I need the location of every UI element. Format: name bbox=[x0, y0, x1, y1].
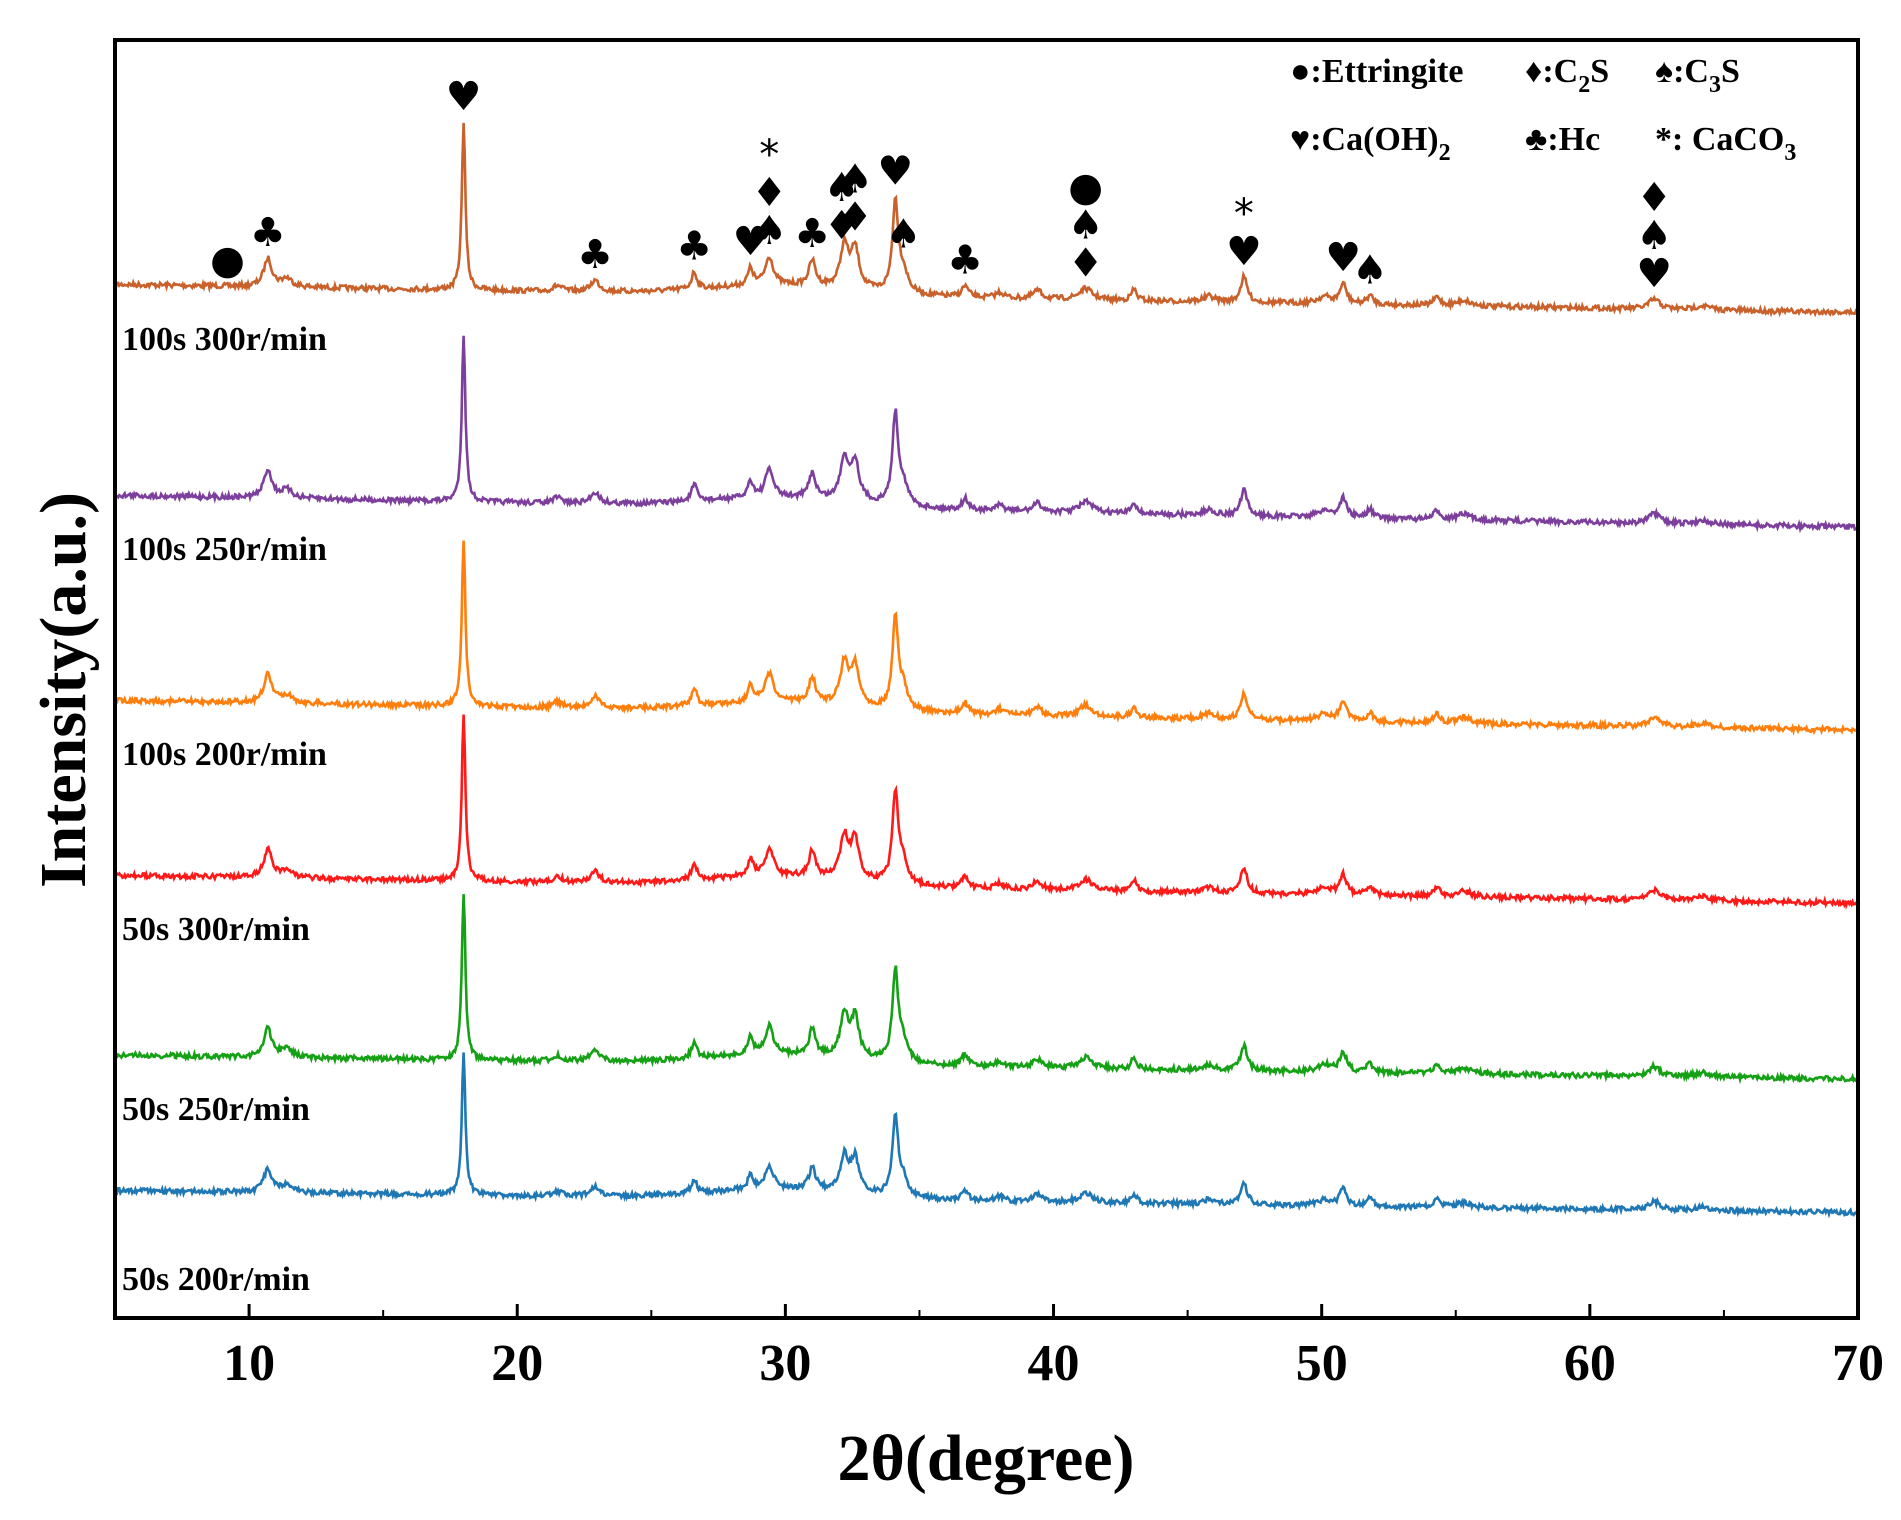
peak-annotation: *♦♠ bbox=[751, 132, 787, 254]
peak-marker: ♥ bbox=[1636, 251, 1672, 297]
peak-marker: ♠ bbox=[824, 165, 860, 211]
peak-marker: ♣ bbox=[577, 232, 613, 278]
legend-entry: ♦:C2S bbox=[1525, 53, 1609, 98]
peak-annotation: ♠ bbox=[1352, 247, 1388, 293]
peak-marker: ♠ bbox=[1636, 213, 1672, 259]
peak-marker: ● bbox=[1068, 164, 1103, 210]
peak-annotation: ♥ bbox=[1325, 235, 1361, 281]
legend-entry: ♥:Ca(OH)2 bbox=[1290, 121, 1451, 166]
series-label-layer: 100s 300r/min 100s 250r/min 100s 200r/min 5… bbox=[122, 321, 327, 1298]
peak-marker: ♦ bbox=[824, 203, 860, 249]
peak-annotation: ♣ bbox=[947, 237, 983, 283]
series-label-3: 50s 300r/min bbox=[122, 911, 310, 948]
peak-marker: ♦ bbox=[1636, 175, 1672, 221]
series-line-4 bbox=[113, 894, 1860, 1085]
peak-annotation: ●♠♦ bbox=[1068, 164, 1104, 286]
peak-marker: ♦ bbox=[837, 194, 873, 240]
x-tick-label: 10 bbox=[223, 1335, 275, 1392]
legend-entry: ♣:Hc bbox=[1525, 121, 1600, 158]
peak-marker: ♠ bbox=[1352, 247, 1388, 293]
peak-marker: ♥ bbox=[1325, 235, 1361, 281]
peak-annotation: ♠♦ bbox=[824, 165, 860, 249]
peak-annotation: ♣ bbox=[577, 232, 613, 278]
series-label-4: 50s 250r/min bbox=[122, 1091, 310, 1128]
series-line-2 bbox=[114, 540, 1859, 736]
peak-annotation: ● bbox=[210, 238, 245, 284]
legend-entry: ●:Ettringite bbox=[1290, 53, 1464, 90]
peak-marker: * bbox=[1234, 191, 1254, 237]
peak-marker: ● bbox=[210, 238, 245, 284]
plot-frame bbox=[113, 38, 1860, 1320]
peak-annotation-layer: ●♣♥♣ ♣ ♥*♦♠ ♣♠♦♠♦♥♠♣●♠♦*♥ ♥♠♦♠♥ bbox=[210, 74, 1672, 297]
peak-annotation: ♥ bbox=[733, 219, 769, 265]
series-line-5 bbox=[114, 1052, 1859, 1219]
peak-annotation: ♥ bbox=[446, 74, 482, 120]
peak-annotation: ♠ bbox=[885, 211, 921, 257]
x-tick-label: 50 bbox=[1296, 1335, 1348, 1392]
legend-entry: *: CaCO3 bbox=[1655, 121, 1796, 166]
peak-marker: ♠ bbox=[751, 208, 787, 254]
peak-marker: ♦ bbox=[751, 170, 787, 216]
peak-marker: ♦ bbox=[1068, 240, 1104, 286]
peak-annotation: ♣ bbox=[250, 210, 286, 256]
y-axis-title: Intensity(a.u.) bbox=[27, 492, 100, 888]
peak-marker: * bbox=[759, 132, 779, 178]
x-tick-label: 20 bbox=[491, 1335, 543, 1392]
x-tick-label: 30 bbox=[759, 1335, 811, 1392]
peak-marker: ♠ bbox=[1068, 202, 1104, 248]
peak-marker: ♠ bbox=[837, 156, 873, 202]
peak-annotation: ♣ bbox=[794, 211, 830, 257]
x-axis-title: 2θ(degree) bbox=[837, 1422, 1134, 1495]
peak-annotation: ♥ bbox=[877, 149, 913, 195]
series-label-5: 50s 200r/min bbox=[122, 1261, 310, 1298]
peak-marker: ♣ bbox=[250, 210, 286, 256]
peak-annotation: *♥ bbox=[1226, 191, 1262, 275]
peak-annotation: ♣ bbox=[676, 224, 712, 270]
peak-marker: ♣ bbox=[947, 237, 983, 283]
x-tick-label: 70 bbox=[1832, 1335, 1884, 1392]
x-tick-label: 40 bbox=[1028, 1335, 1080, 1392]
series-label-0: 100s 300r/min bbox=[122, 321, 327, 358]
series-label-2: 100s 200r/min bbox=[122, 736, 327, 773]
peak-marker: ♥ bbox=[1226, 229, 1262, 275]
x-tick-label: 60 bbox=[1564, 1335, 1616, 1392]
series-layer bbox=[113, 122, 1860, 1219]
peak-marker: ♥ bbox=[733, 219, 769, 265]
x-axis: 10 20 30 40 50 60 70 bbox=[114, 1304, 1884, 1392]
series-label-1: 100s 250r/min bbox=[122, 531, 327, 568]
peak-annotation: ♠♦ bbox=[837, 156, 873, 240]
peak-marker: ♥ bbox=[446, 74, 482, 120]
peak-marker: ♥ bbox=[877, 149, 913, 195]
legend-entry: ♠:C3S bbox=[1655, 53, 1740, 98]
peak-marker: ♠ bbox=[885, 211, 921, 257]
peak-marker: ♣ bbox=[676, 224, 712, 270]
peak-marker: ♣ bbox=[794, 211, 830, 257]
series-line-1 bbox=[113, 335, 1859, 534]
series-line-0 bbox=[113, 122, 1859, 318]
legend: ●:Ettringite ♦:C2S ♠:C3S ♥:Ca(OH)2 ♣:Hc *: Ca… bbox=[1290, 53, 1796, 166]
peak-annotation: ♦♠♥ bbox=[1636, 175, 1672, 297]
series-line-3 bbox=[114, 714, 1860, 910]
